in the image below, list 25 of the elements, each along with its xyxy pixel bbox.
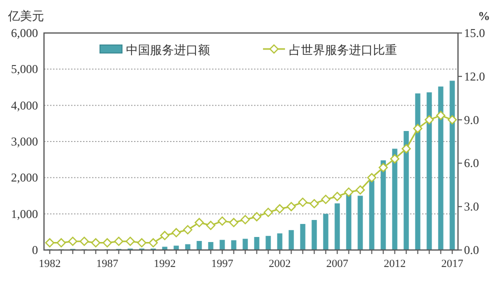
x-tick-label: 2007: [326, 258, 349, 270]
y2-tick-label: 9.0: [464, 112, 479, 127]
x-tick-label: 2017: [441, 258, 464, 270]
x-tick-label: 1997: [211, 258, 234, 270]
y-tick-label: 2,000: [11, 170, 38, 185]
legend-label: 占世界服务进口比重: [289, 43, 397, 57]
x-tick-label: 1992: [154, 258, 176, 270]
y-tick-label: 6,000: [11, 26, 38, 40]
x-tick-label: 1987: [96, 258, 119, 270]
y-tick-label: 0: [32, 243, 38, 257]
y-axis-title: 亿美元: [7, 9, 44, 23]
x-tick-label: 1982: [38, 258, 61, 270]
x-tick-label: 2012: [384, 258, 406, 270]
x-tick-label: 2002: [268, 258, 291, 270]
y2-tick-label: 6.0: [464, 156, 479, 170]
y-tick-label: 4,000: [11, 98, 38, 112]
y-tick-label: 1,000: [11, 206, 38, 221]
y-tick-label: 5,000: [11, 62, 38, 76]
y2-tick-label: 3.0: [464, 200, 479, 214]
y2-tick-label: 12.0: [464, 69, 485, 84]
y2-tick-label: 15.0: [464, 26, 485, 40]
y-tick-label: 3,000: [11, 134, 38, 148]
legend-label: 中国服务进口额: [126, 43, 210, 57]
y2-axis-title: %: [478, 9, 490, 23]
y2-tick-label: 0.0: [464, 243, 479, 257]
